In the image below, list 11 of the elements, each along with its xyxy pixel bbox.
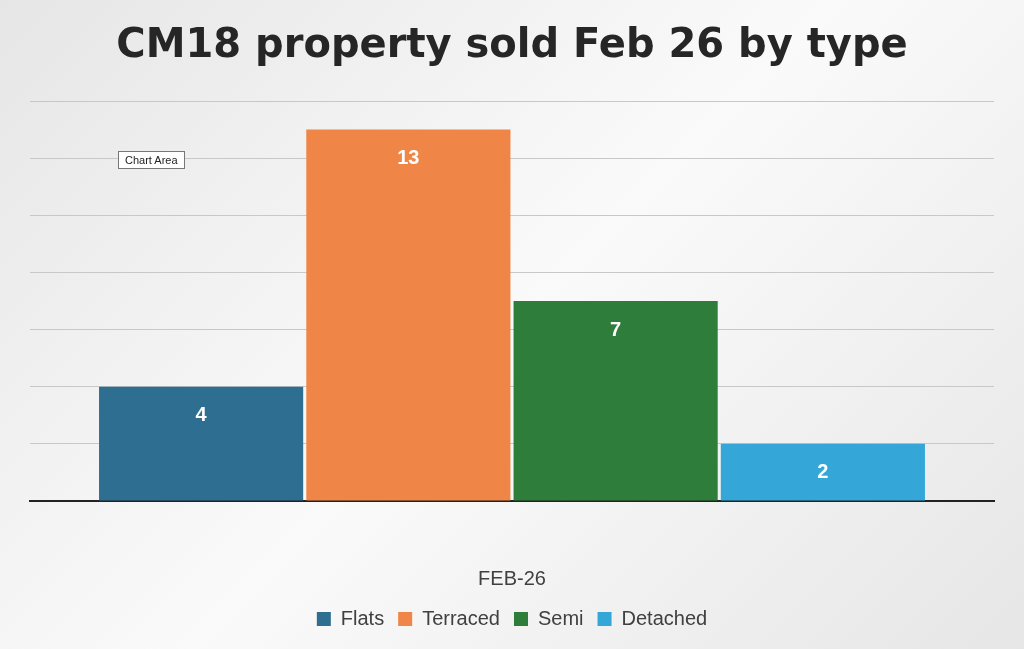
- chart-title: CM18 property sold Feb 26 by type: [116, 20, 908, 67]
- legend-label: Detached: [621, 606, 708, 629]
- legend-label: Terraced: [422, 606, 500, 629]
- data-label: 7: [610, 317, 622, 340]
- data-label: 4: [195, 403, 208, 426]
- x-axis-title: FEB-26: [478, 566, 546, 589]
- annotation: Chart Area: [118, 151, 185, 169]
- data-label: 2: [817, 460, 829, 483]
- data-label: 13: [397, 146, 420, 169]
- legend-label: Flats: [340, 606, 385, 629]
- legend-label: Semi: [537, 606, 584, 629]
